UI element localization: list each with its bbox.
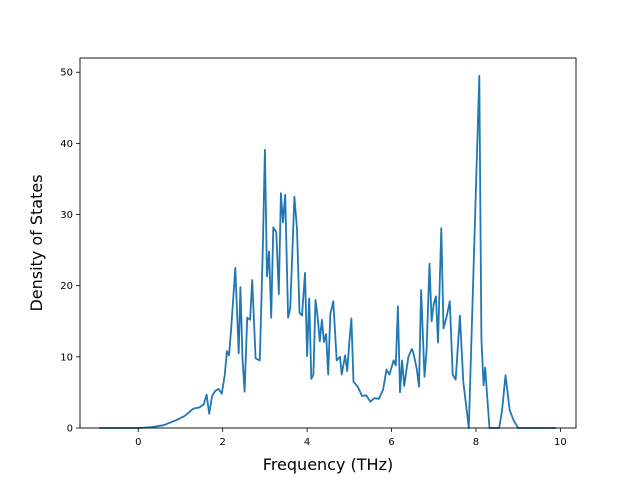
y-tick-label: 40 (60, 139, 73, 150)
x-tick-label: 4 (304, 437, 310, 448)
x-tick-label: 6 (388, 437, 394, 448)
y-axis-label: Density of States (27, 174, 46, 311)
dos-series-line (99, 74, 557, 429)
y-axis-ticks: 0 10 20 30 40 50 (60, 68, 80, 435)
x-tick-label: 8 (473, 437, 479, 448)
y-tick-label: 20 (60, 281, 73, 292)
plot-area (99, 74, 557, 429)
x-tick-label: 0 (135, 437, 141, 448)
y-tick-label: 0 (67, 424, 73, 435)
x-axis-label: Frequency (THz) (263, 455, 393, 474)
y-tick-label: 10 (60, 352, 73, 363)
plot-frame (79, 57, 577, 429)
y-tick-label: 30 (60, 210, 73, 221)
y-tick-label: 50 (60, 68, 73, 79)
x-tick-label: 2 (219, 437, 225, 448)
x-axis-ticks: 0 2 4 6 8 10 (135, 428, 567, 448)
x-tick-label: 10 (554, 437, 567, 448)
